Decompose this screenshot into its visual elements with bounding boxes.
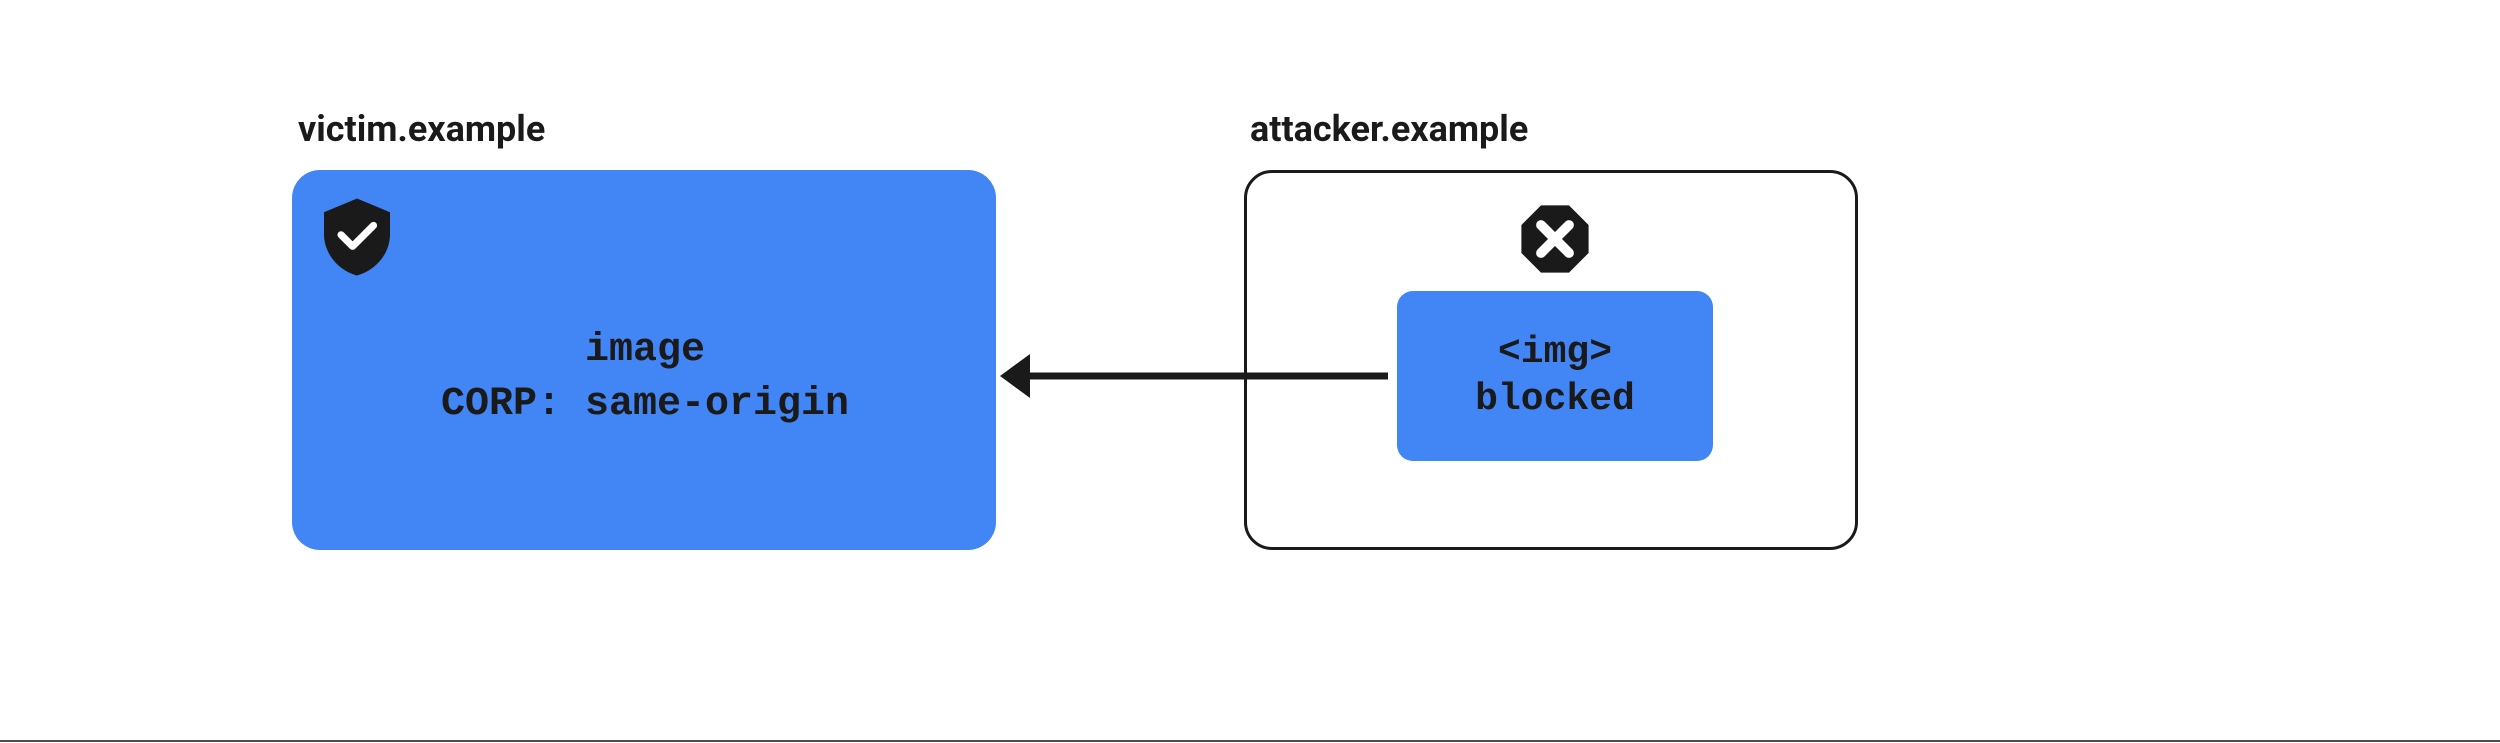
bottom-divider (0, 740, 2500, 742)
victim-box: image CORP: same-origin (292, 170, 996, 550)
victim-text-line1: image (350, 324, 940, 378)
blocked-img-box: <img> blocked (1397, 291, 1713, 461)
inner-line2: blocked (1475, 376, 1635, 424)
victim-text-line2: CORP: same-origin (350, 378, 940, 432)
victim-title: victim.example (298, 108, 545, 150)
attacker-title: attacker.example (1250, 108, 1528, 150)
shield-icon (324, 198, 390, 276)
request-arrow (966, 350, 1392, 402)
inner-line1: <img> (1498, 329, 1612, 377)
blocked-icon (1520, 204, 1590, 274)
victim-policy-text: image CORP: same-origin (350, 324, 940, 432)
diagram-canvas: victim.example image CORP: same-origin a… (0, 0, 2500, 743)
